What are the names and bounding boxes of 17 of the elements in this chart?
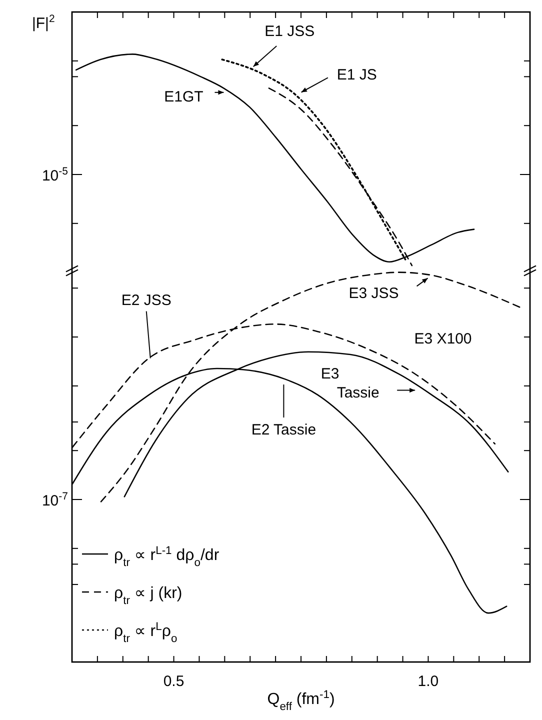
- y-tick-label: 10$^{-7}$: [42, 490, 68, 510]
- annotation: E3 JSS: [348, 285, 399, 302]
- annotation: E1GT: [164, 88, 204, 106]
- annotation: E3 X100: [414, 330, 472, 348]
- x-tick-label: 0.5: [163, 673, 184, 690]
- y-axis-title: |F|$^{2}$: [32, 13, 55, 32]
- x-axis-title: Q$_{eff}$ (fm$^{-1}$): [267, 689, 335, 713]
- legend-label: ρ$_{tr}$ ∝ r$^{L-1}$ dρ$_{o}$/dr: [114, 545, 220, 569]
- annotation: E2 JSS: [121, 292, 172, 310]
- annotation: E1 JS: [336, 66, 377, 84]
- x-tick-label: 1.0: [418, 673, 439, 690]
- annotation: E2 Tassie: [251, 422, 316, 439]
- legend-label: ρ$_{tr}$ ∝ r$^{L}$ρ$_{o}$: [114, 621, 178, 645]
- annotation: E3 Tassie: [320, 365, 380, 402]
- y-tick-label: 10$^{-5}$: [42, 166, 68, 184]
- annotation: E1 JSS: [264, 22, 315, 40]
- legend-label: ρ$_{tr}$ ∝ j (kr): [114, 585, 182, 607]
